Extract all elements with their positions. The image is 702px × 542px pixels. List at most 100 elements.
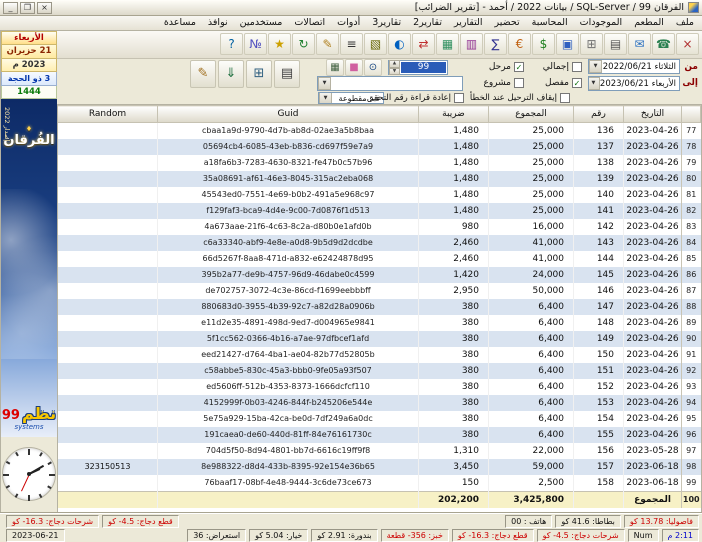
column-header[interactable]: التاريخ: [624, 106, 682, 123]
to-date-combo[interactable]: الأربعاء 2023/06/21 ▼: [588, 76, 680, 91]
table-row[interactable]: 882023-04-261476,400380880683d0-3955-4b3…: [58, 299, 701, 315]
checkbox-box[interactable]: ✓: [572, 78, 582, 88]
menu-item-6[interactable]: تقارير2: [407, 16, 448, 30]
from-date-combo[interactable]: الثلاثاء 2022/06/21 ▼: [588, 59, 680, 74]
help-icon[interactable]: ?: [220, 33, 243, 55]
checkbox-box[interactable]: [572, 62, 582, 72]
from-label: من: [684, 62, 698, 72]
checkbox-box[interactable]: [514, 78, 524, 88]
checkbox-box[interactable]: [454, 93, 464, 103]
table-row[interactable]: 972023-05-2815622,0001,310704d5f50-8d94-…: [58, 443, 701, 459]
clear-icon[interactable]: ■: [345, 59, 363, 76]
balance-icon[interactable]: ⇄: [412, 33, 435, 55]
journal-icon[interactable]: ▥: [460, 33, 483, 55]
table-row[interactable]: 962023-04-261556,400380191caea0-de60-440…: [58, 427, 701, 443]
menu-item-4[interactable]: تحضير: [489, 16, 526, 30]
table-row[interactable]: 842023-04-2614341,0002,460c6a33340-abf9-…: [58, 235, 701, 251]
chevron-down-icon[interactable]: ▼: [319, 92, 332, 104]
preview-report-icon[interactable]: ⊞: [246, 60, 272, 88]
table-row[interactable]: 812023-04-2614025,0001,48045543ed0-7551-…: [58, 187, 701, 203]
menu-item-0[interactable]: ملف: [670, 16, 700, 30]
table-row[interactable]: 832023-04-2614216,0009804a673aae-21f6-4c…: [58, 219, 701, 235]
table-row[interactable]: 902023-04-261496,4003805f1cc562-0366-4b1…: [58, 331, 701, 347]
total-row[interactable]: 100المجموع3,425,800202,200: [58, 492, 701, 509]
column-header[interactable]: المجموع: [489, 106, 574, 123]
checkbox-stop-on-error[interactable]: إيقاف الترحيل عند الخطأ: [470, 93, 570, 103]
chevron-down-icon[interactable]: ▼: [318, 77, 331, 90]
export-icon[interactable]: ⇓: [218, 60, 244, 88]
checkbox-box[interactable]: [560, 93, 570, 103]
calculator-icon[interactable]: ∑: [484, 33, 507, 55]
column-header[interactable]: رقم: [574, 106, 624, 123]
count-spinner[interactable]: 99 ▲▼: [388, 60, 448, 75]
table-row[interactable]: 852023-04-2614441,0002,46066d5267f-8aa8-…: [58, 251, 701, 267]
table-row[interactable]: 912023-04-261506,400380eed21427-d764-4ba…: [58, 347, 701, 363]
menu-item-3[interactable]: المحاسبة: [526, 16, 574, 30]
table-row[interactable]: 872023-04-2614650,0002,950de702757-3072-…: [58, 283, 701, 299]
checkbox-reread-check[interactable]: إعادة قراءة رقم التحقق: [367, 93, 464, 103]
table-row[interactable]: 822023-04-2614125,0001,480f129faf3-bca9-…: [58, 203, 701, 219]
chevron-down-icon[interactable]: ▼: [588, 77, 600, 90]
edit-icon[interactable]: ✎: [316, 33, 339, 55]
menu-item-9[interactable]: اتصالات: [288, 16, 331, 30]
menu-item-8[interactable]: أدوات: [331, 16, 366, 30]
menu-item-11[interactable]: نوافذ: [202, 16, 234, 30]
list-icon[interactable]: ≡: [340, 33, 363, 55]
maximize-button[interactable]: ❐: [20, 2, 35, 14]
table-row[interactable]: 932023-04-261526,400380ed5606ff-512b-435…: [58, 379, 701, 395]
menu-item-7[interactable]: تقارير3: [366, 16, 407, 30]
chart-icon[interactable]: ◐: [388, 33, 411, 55]
mail-icon[interactable]: ✉: [628, 33, 651, 55]
checkbox-detailed[interactable]: ✓مفصل: [545, 78, 582, 88]
print-icon[interactable]: ▤: [604, 33, 627, 55]
refresh-icon[interactable]: ↻: [292, 33, 315, 55]
cash-icon[interactable]: $: [532, 33, 555, 55]
table-row[interactable]: 942023-04-261536,4003804152999f-0b03-424…: [58, 395, 701, 411]
filter2-combo[interactable]: ▼: [317, 76, 463, 91]
ledger-icon[interactable]: ▦: [436, 33, 459, 55]
report-icon[interactable]: ▧: [364, 33, 387, 55]
star-icon[interactable]: ★: [268, 33, 291, 55]
menu-item-2[interactable]: الموجودات: [574, 16, 629, 30]
clock-tick: [48, 485, 52, 488]
close-button[interactable]: ×: [37, 2, 52, 14]
table-row[interactable]: 892023-04-261486,400380e11d2e35-4891-498…: [58, 315, 701, 331]
table-row[interactable]: 982023-06-1815759,0003,4508e988322-d8d4-…: [58, 459, 701, 475]
number-icon[interactable]: №: [244, 33, 267, 55]
exit-icon[interactable]: ×: [676, 33, 699, 55]
column-header[interactable]: [682, 106, 701, 123]
checkbox-total[interactable]: إجمالي: [543, 62, 582, 72]
table-row[interactable]: 862023-04-2614524,0001,420395b2a77-de9b-…: [58, 267, 701, 283]
grid-icon[interactable]: ▦: [326, 59, 344, 76]
table-row[interactable]: 792023-04-2613825,0001,480a18fa6b3-7283-…: [58, 155, 701, 171]
currency-icon[interactable]: €: [508, 33, 531, 55]
minimize-button[interactable]: _: [3, 2, 18, 14]
column-header[interactable]: Guid: [158, 106, 419, 123]
table-row[interactable]: 992023-06-181582,50015076baaf17-08bf-4e4…: [58, 475, 701, 492]
spinner-arrows[interactable]: ▲▼: [389, 60, 400, 75]
menu-item-12[interactable]: مساعدة: [158, 16, 202, 30]
checkbox-posted[interactable]: ✓مرحل: [489, 62, 524, 72]
systems-logo-sub: systems: [1, 423, 57, 431]
menu-item-10[interactable]: مستخدمين: [234, 16, 289, 30]
table-row[interactable]: 772023-04-2613625,0001,480cbaa1a9d-9790-…: [58, 123, 701, 140]
column-header[interactable]: Random: [58, 106, 158, 123]
table-row[interactable]: 802023-04-2613925,0001,48035a08691-af61-…: [58, 171, 701, 187]
search-icon[interactable]: ⊙: [364, 59, 382, 76]
column-header[interactable]: ضريبة: [419, 106, 489, 123]
customers-icon[interactable]: ☎: [652, 33, 675, 55]
table-row[interactable]: 922023-04-261516,400380c58abbe5-830c-45a…: [58, 363, 701, 379]
table-row[interactable]: 952023-04-261546,4003805e75a929-15ba-42c…: [58, 411, 701, 427]
clock-tick: [15, 452, 18, 456]
checkbox-project[interactable]: مشروع: [483, 78, 524, 88]
table-row[interactable]: 782023-04-2613725,0001,48005694cb4-6085-…: [58, 139, 701, 155]
chevron-down-icon[interactable]: ▼: [589, 60, 602, 73]
design-icon[interactable]: ✎: [190, 60, 216, 88]
preview-icon[interactable]: ⊞: [580, 33, 603, 55]
menu-item-1[interactable]: المطعم: [628, 16, 670, 30]
checkbox-label: مفصل: [545, 78, 569, 88]
checkbox-box[interactable]: ✓: [514, 62, 524, 72]
save-icon[interactable]: ▣: [556, 33, 579, 55]
print-report-icon[interactable]: ▤: [274, 60, 300, 88]
menu-item-5[interactable]: التقارير: [448, 16, 489, 30]
